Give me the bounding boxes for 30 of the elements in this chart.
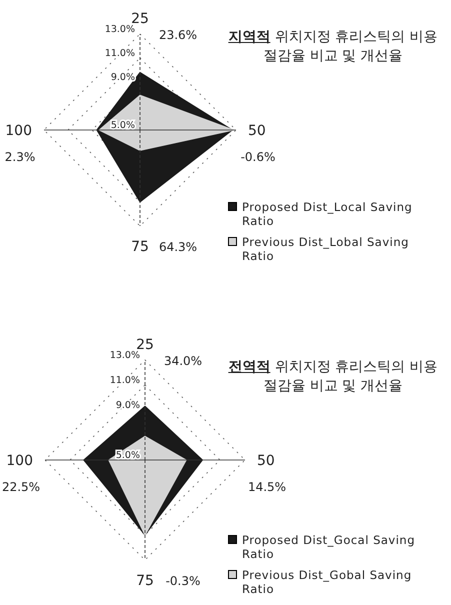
y-tick-label: 9.0% [110,72,135,83]
y-tick-label: 5.0% [116,450,140,461]
legend-label: Proposed Dist_Local Saving Ratio [242,200,412,228]
text: 지역적 위치지정 휴리스틱의 비용 절감율 비교 및 개선율 [227,28,439,66]
legend-label: Previous Dist_Lobal Saving Ratio [242,235,409,263]
y-tick-label: 9.0% [116,400,140,411]
spoke-label: 100 [6,453,33,469]
spoke-label: 75 [131,239,149,255]
text: -0.6% [240,150,276,164]
legend-label: Previous Dist_Gobal Saving Ratio [242,568,412,596]
spoke-label: 50 [248,123,266,139]
spoke-label: 100 [5,123,32,139]
text: 2.3% [4,150,36,164]
spoke-label: 75 [136,573,154,589]
y-tick-label: 5.0% [110,120,135,131]
text: 22.5% [2,480,40,494]
y-tick-label: 13.0% [104,24,135,35]
spoke-label: 25 [131,11,149,27]
text: -0.3% [166,574,200,588]
y-tick-label: 11.0% [110,375,140,386]
legend-label: Proposed Dist_Gocal Saving Ratio [242,533,416,561]
text: 64.3% [158,240,198,254]
spoke-label: 50 [257,453,275,469]
text: 23.6% [158,28,198,42]
y-tick-label: 13.0% [110,350,140,361]
text: 전역적 위치지정 휴리스틱의 비용 절감율 비교 및 개선율 [227,358,439,396]
spoke-label: 25 [136,337,154,353]
y-tick-label: 11.0% [104,48,135,59]
text: 14.5% [248,480,286,494]
text: 34.0% [164,354,202,368]
